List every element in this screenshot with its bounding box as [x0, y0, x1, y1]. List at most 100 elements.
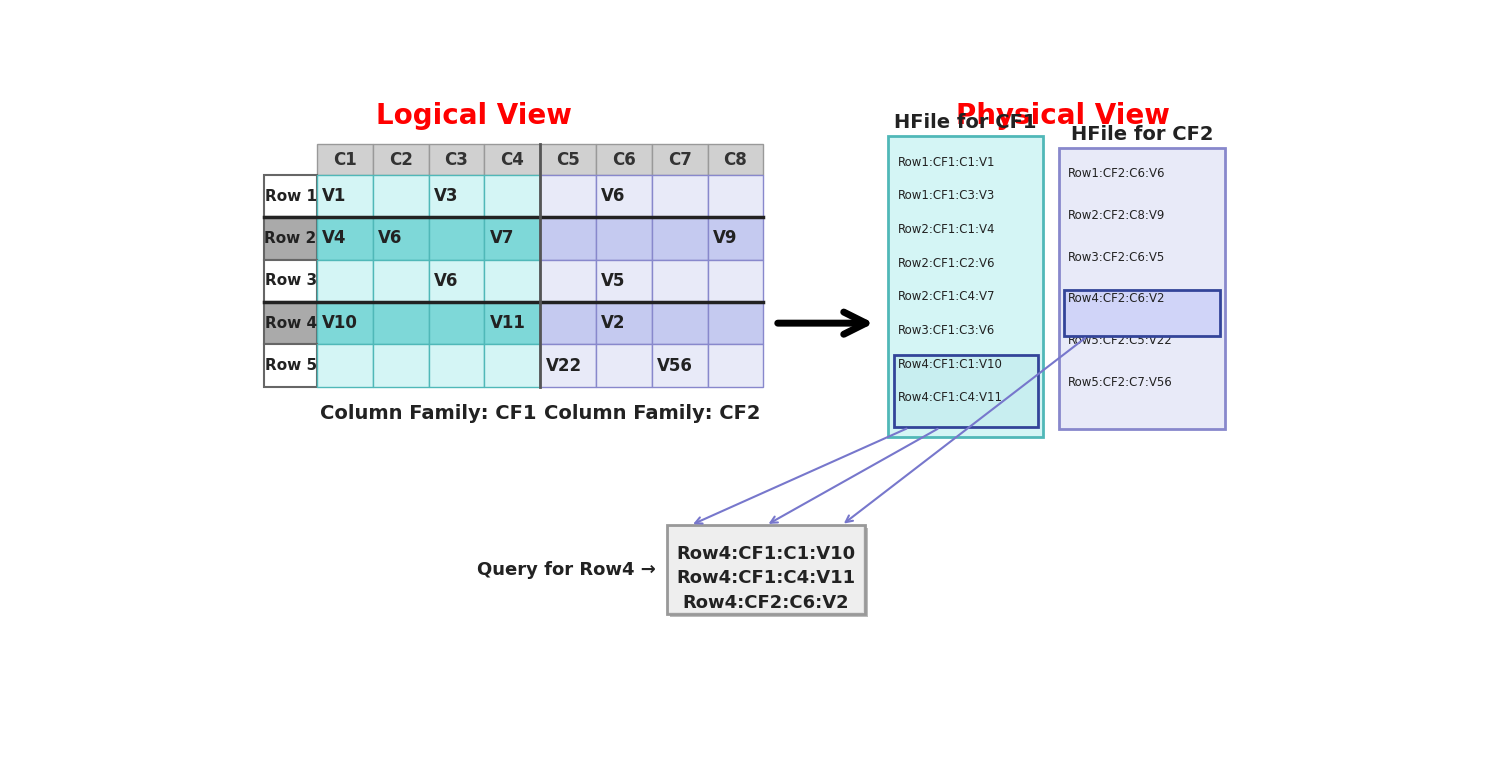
Bar — [317, 144, 372, 175]
Bar — [484, 302, 541, 344]
Bar — [651, 175, 708, 217]
Bar — [708, 260, 763, 302]
Text: Row 2: Row 2 — [264, 231, 317, 246]
Text: Column Family: CF2: Column Family: CF2 — [544, 404, 760, 423]
Bar — [668, 525, 865, 614]
Text: Row2:CF1:C2:V6: Row2:CF1:C2:V6 — [898, 256, 995, 270]
Bar — [596, 260, 651, 302]
Bar — [372, 217, 429, 260]
Bar — [429, 217, 484, 260]
Text: V6: V6 — [602, 187, 626, 205]
Text: V22: V22 — [545, 357, 581, 375]
Text: Row4:CF1:C1:V10: Row4:CF1:C1:V10 — [898, 358, 1002, 371]
Text: Row 4: Row 4 — [264, 316, 317, 331]
Bar — [429, 344, 484, 387]
Bar — [651, 344, 708, 387]
Text: C1: C1 — [333, 151, 357, 169]
Text: Row4:CF2:C6:V2: Row4:CF2:C6:V2 — [683, 593, 850, 612]
Text: V11: V11 — [490, 314, 526, 332]
Bar — [651, 302, 708, 344]
Text: Row 5: Row 5 — [264, 358, 317, 373]
Bar — [484, 344, 541, 387]
Bar — [651, 260, 708, 302]
Text: Row1:CF1:C1:V1: Row1:CF1:C1:V1 — [898, 156, 995, 169]
Bar — [429, 144, 484, 175]
Text: Row3:CF2:C6:V5: Row3:CF2:C6:V5 — [1068, 251, 1165, 263]
Text: Logical View: Logical View — [375, 102, 571, 129]
Bar — [484, 260, 541, 302]
Bar — [541, 302, 596, 344]
Bar — [596, 217, 651, 260]
Text: V2: V2 — [602, 314, 626, 332]
Text: Row4:CF2:C6:V2: Row4:CF2:C6:V2 — [1068, 292, 1165, 305]
Bar — [708, 175, 763, 217]
Text: V5: V5 — [602, 272, 626, 290]
Text: V10: V10 — [323, 314, 359, 332]
Bar — [541, 175, 596, 217]
Text: V9: V9 — [713, 230, 738, 248]
Text: V6: V6 — [433, 272, 459, 290]
Bar — [317, 344, 372, 387]
Text: C3: C3 — [445, 151, 469, 169]
Text: Row4:CF1:C4:V11: Row4:CF1:C4:V11 — [677, 569, 856, 587]
Bar — [541, 217, 596, 260]
Text: Row 1: Row 1 — [264, 189, 317, 204]
Bar — [541, 344, 596, 387]
Bar — [429, 260, 484, 302]
Bar — [541, 144, 596, 175]
Bar — [1059, 148, 1225, 429]
Bar — [264, 260, 317, 302]
Bar — [651, 144, 708, 175]
Text: C4: C4 — [500, 151, 524, 169]
Bar — [1064, 290, 1219, 336]
Text: Query for Row4 →: Query for Row4 → — [477, 561, 656, 579]
Bar — [372, 302, 429, 344]
Text: C5: C5 — [556, 151, 580, 169]
Text: V56: V56 — [657, 357, 693, 375]
Text: Row3:CF1:C3:V6: Row3:CF1:C3:V6 — [898, 324, 995, 337]
Text: Row2:CF2:C8:V9: Row2:CF2:C8:V9 — [1068, 209, 1165, 222]
Text: Row5:CF2:C5:V22: Row5:CF2:C5:V22 — [1068, 334, 1173, 347]
Text: Row4:CF1:C4:V11: Row4:CF1:C4:V11 — [898, 391, 1002, 405]
Bar — [541, 260, 596, 302]
Bar — [669, 527, 864, 612]
Bar — [887, 136, 1043, 437]
Text: Row1:CF2:C6:V6: Row1:CF2:C6:V6 — [1068, 167, 1165, 180]
Text: Row1:CF1:C3:V3: Row1:CF1:C3:V3 — [898, 190, 995, 202]
Text: Row4:CF2:C6:V2: Row4:CF2:C6:V2 — [1068, 292, 1165, 305]
Bar — [484, 175, 541, 217]
Bar — [429, 302, 484, 344]
Text: V1: V1 — [323, 187, 347, 205]
Bar — [429, 175, 484, 217]
Text: HFile for CF1: HFile for CF1 — [895, 113, 1037, 132]
Bar — [671, 528, 868, 617]
Text: Row4:CF1:C1:V10: Row4:CF1:C1:V10 — [677, 545, 856, 563]
Bar — [708, 344, 763, 387]
Bar — [317, 302, 372, 344]
Text: V7: V7 — [490, 230, 514, 248]
Bar — [372, 344, 429, 387]
Text: Row4:CF1:C1:V10: Row4:CF1:C1:V10 — [898, 358, 1002, 371]
Text: Column Family: CF1: Column Family: CF1 — [320, 404, 536, 423]
Bar — [317, 260, 372, 302]
Bar — [372, 260, 429, 302]
Text: Row 3: Row 3 — [264, 274, 317, 289]
Text: C8: C8 — [723, 151, 747, 169]
Bar — [264, 175, 317, 217]
Text: V6: V6 — [378, 230, 402, 248]
Bar — [651, 217, 708, 260]
Text: Physical View: Physical View — [956, 102, 1170, 129]
Bar — [264, 344, 317, 387]
Text: V3: V3 — [433, 187, 459, 205]
Bar — [596, 144, 651, 175]
Text: HFile for CF2: HFile for CF2 — [1071, 125, 1213, 143]
Text: C6: C6 — [613, 151, 636, 169]
Bar — [372, 175, 429, 217]
Bar — [484, 144, 541, 175]
Bar — [596, 302, 651, 344]
Bar — [317, 217, 372, 260]
Text: Row2:CF1:C1:V4: Row2:CF1:C1:V4 — [898, 223, 995, 236]
Bar — [484, 217, 541, 260]
Bar — [596, 344, 651, 387]
Bar — [893, 355, 1038, 427]
